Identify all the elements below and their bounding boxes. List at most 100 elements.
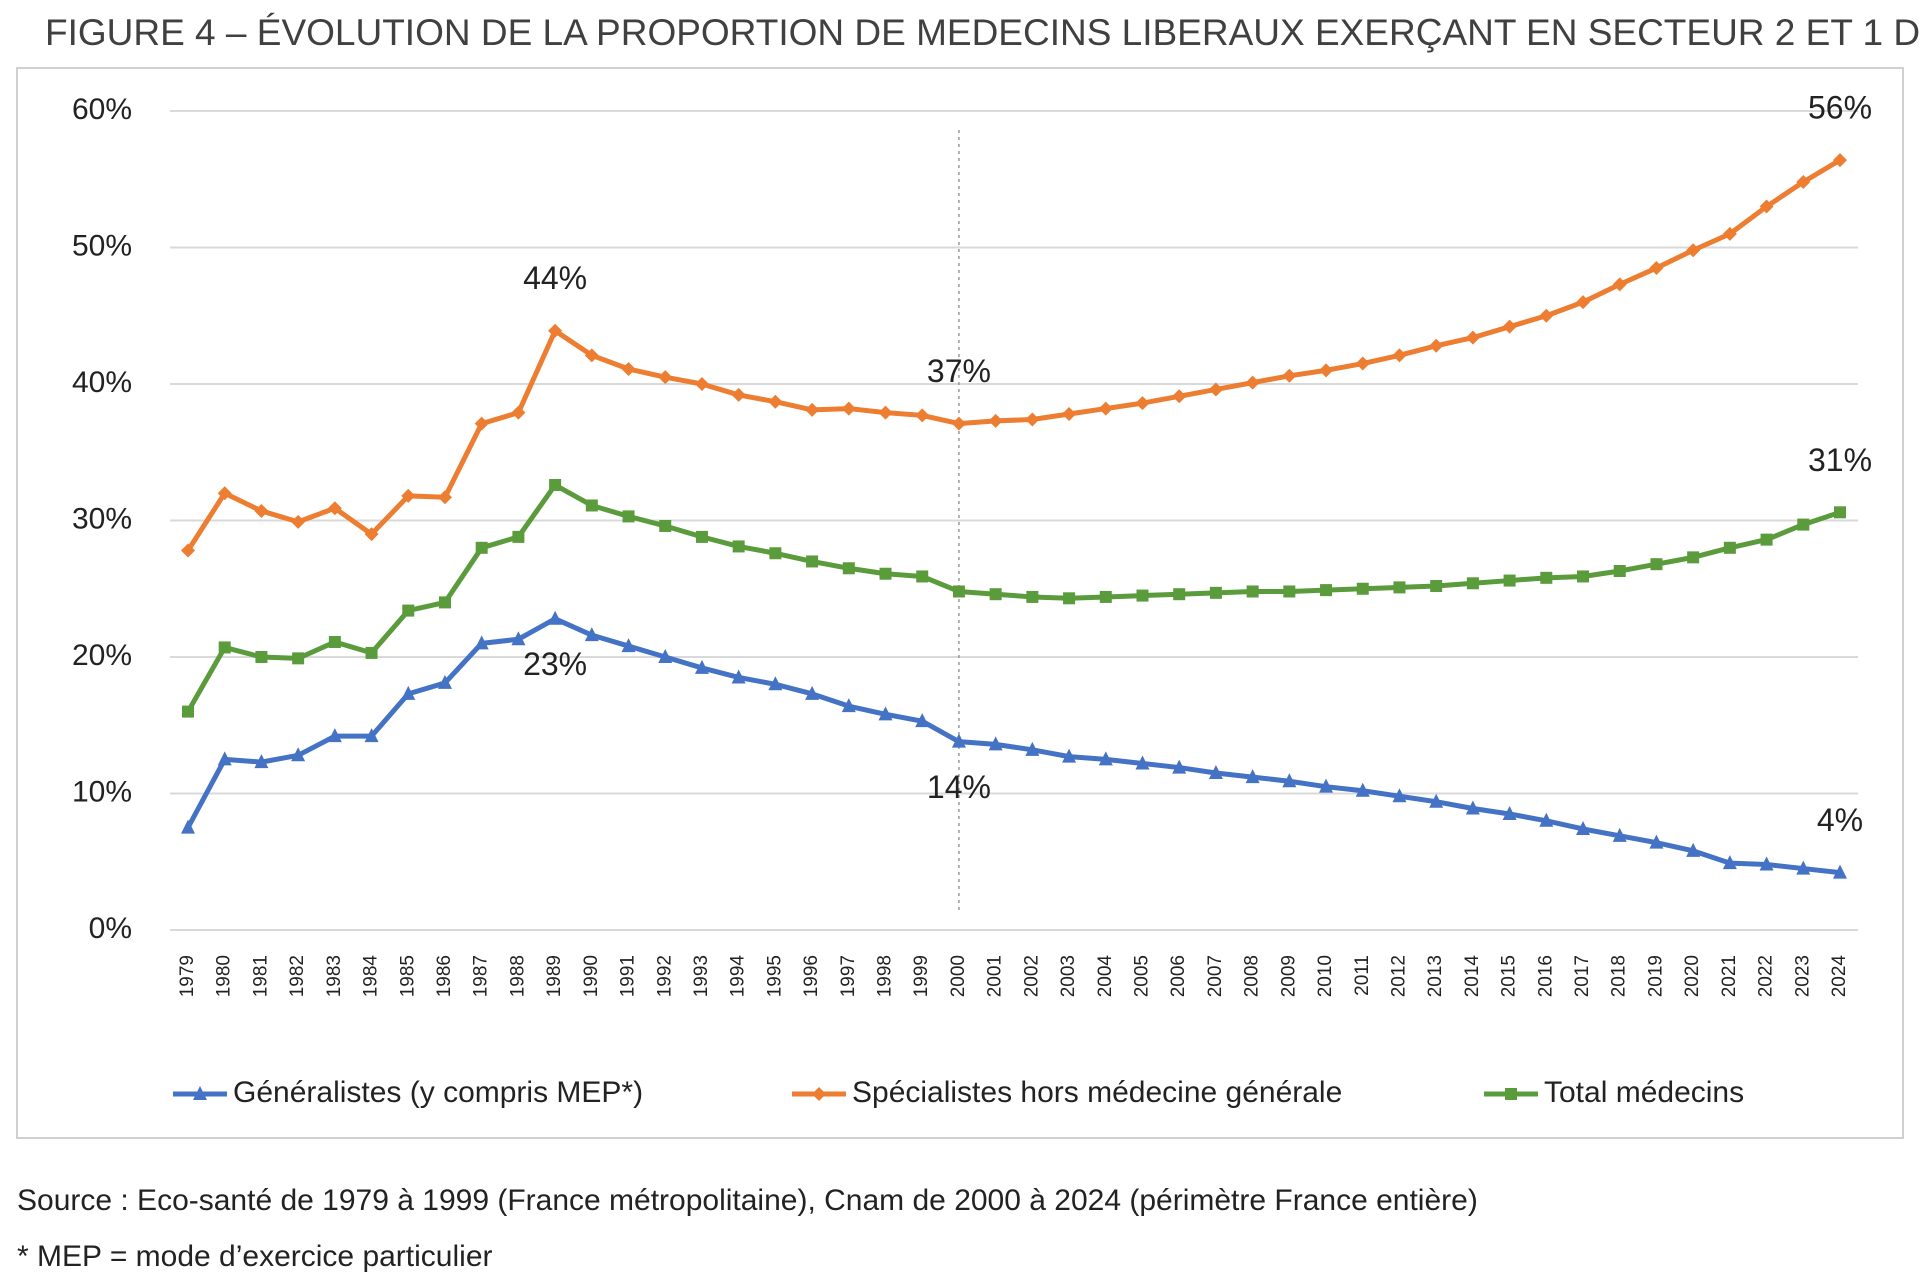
marker xyxy=(915,713,930,728)
legend-label: Total médecins xyxy=(1544,1076,1744,1109)
x-tick-label: 1986 xyxy=(434,955,455,997)
marker xyxy=(1208,765,1223,780)
marker xyxy=(402,604,415,617)
marker xyxy=(812,1087,826,1101)
marker xyxy=(255,651,268,663)
marker xyxy=(584,627,599,642)
marker xyxy=(1505,1088,1517,1100)
data-label: 56% xyxy=(1808,90,1872,126)
marker xyxy=(1759,199,1774,214)
marker xyxy=(989,588,1002,601)
marker xyxy=(1208,382,1223,397)
marker xyxy=(916,570,929,583)
y-tick-label: 60% xyxy=(72,93,132,126)
x-tick-label: 1993 xyxy=(691,955,712,997)
marker xyxy=(1576,295,1591,310)
marker xyxy=(1062,407,1077,422)
marker xyxy=(1539,812,1554,827)
marker xyxy=(879,567,892,580)
x-tick-label: 2021 xyxy=(1719,955,1740,997)
marker xyxy=(437,490,452,505)
marker xyxy=(1392,788,1407,803)
x-tick-label: 1997 xyxy=(838,955,859,997)
marker xyxy=(878,405,893,420)
x-tick-label: 1980 xyxy=(214,955,235,997)
marker xyxy=(1613,565,1626,578)
marker xyxy=(1099,590,1112,603)
marker xyxy=(805,685,820,700)
marker xyxy=(181,543,195,558)
marker xyxy=(952,585,965,598)
chart-frame xyxy=(16,67,1904,1139)
x-tick-label: 2014 xyxy=(1462,955,1483,998)
x-tick-label: 2007 xyxy=(1205,955,1226,997)
x-tick-label: 2005 xyxy=(1132,955,1153,997)
marker xyxy=(841,401,856,416)
footnote: * MEP = mode d’exercice particulier xyxy=(17,1240,493,1273)
x-tick-label: 2018 xyxy=(1609,955,1630,997)
y-tick-label: 40% xyxy=(72,366,132,399)
marker xyxy=(1098,751,1113,766)
x-tick-label: 2003 xyxy=(1058,955,1079,997)
marker xyxy=(951,733,966,748)
x-tick-label: 1994 xyxy=(728,955,749,998)
marker xyxy=(1577,570,1590,583)
marker xyxy=(658,649,673,663)
marker xyxy=(1465,330,1480,345)
marker xyxy=(1686,842,1701,857)
marker xyxy=(842,562,855,575)
data-label: 37% xyxy=(927,353,991,389)
x-tick-label: 2016 xyxy=(1535,955,1556,997)
data-label: 4% xyxy=(1817,802,1863,838)
chart-title: FIGURE 4 – ÉVOLUTION DE LA PROPORTION DE… xyxy=(45,12,1920,53)
marker xyxy=(806,555,819,568)
marker xyxy=(254,754,269,769)
marker xyxy=(1136,589,1149,602)
marker xyxy=(291,747,306,762)
marker xyxy=(1098,401,1113,416)
marker xyxy=(1430,580,1443,593)
marker xyxy=(1649,834,1664,849)
marker xyxy=(1576,820,1591,835)
marker xyxy=(1355,782,1370,797)
marker xyxy=(1834,506,1846,519)
x-tick-label: 2022 xyxy=(1756,955,1777,997)
marker xyxy=(988,736,1003,751)
x-tick-label: 2017 xyxy=(1572,955,1593,997)
marker xyxy=(769,547,782,560)
marker xyxy=(915,408,930,423)
marker xyxy=(1540,571,1553,584)
x-tick-label: 2015 xyxy=(1499,955,1520,997)
legend-label: Spécialistes hors médecine générale xyxy=(852,1076,1342,1109)
x-tick-label: 2024 xyxy=(1829,955,1850,998)
marker xyxy=(1026,590,1039,603)
marker xyxy=(548,323,563,338)
x-tick-label: 2019 xyxy=(1645,955,1666,997)
marker xyxy=(1796,860,1811,875)
marker xyxy=(585,499,598,512)
x-tick-label: 2011 xyxy=(1352,955,1373,996)
marker xyxy=(1723,541,1736,554)
marker xyxy=(1539,308,1554,323)
marker xyxy=(1062,748,1077,763)
series-line xyxy=(185,616,1841,876)
marker xyxy=(1356,582,1369,595)
x-tick-label: 2020 xyxy=(1682,955,1703,997)
x-tick-label: 2012 xyxy=(1388,955,1409,997)
marker xyxy=(584,348,599,363)
marker xyxy=(1245,375,1260,390)
marker xyxy=(1025,412,1040,427)
marker xyxy=(1429,793,1444,808)
marker xyxy=(659,519,672,532)
x-tick-label: 1982 xyxy=(287,955,308,997)
marker xyxy=(1319,363,1334,378)
x-tick-label: 1998 xyxy=(875,955,896,997)
x-tick-label: 2001 xyxy=(985,955,1006,997)
marker xyxy=(548,610,563,625)
x-tick-label: 2008 xyxy=(1242,955,1263,997)
marker xyxy=(1245,769,1260,784)
x-tick-label: 1981 xyxy=(250,955,271,997)
marker xyxy=(695,530,708,543)
y-tick-label: 50% xyxy=(72,229,132,262)
marker xyxy=(1722,226,1737,241)
